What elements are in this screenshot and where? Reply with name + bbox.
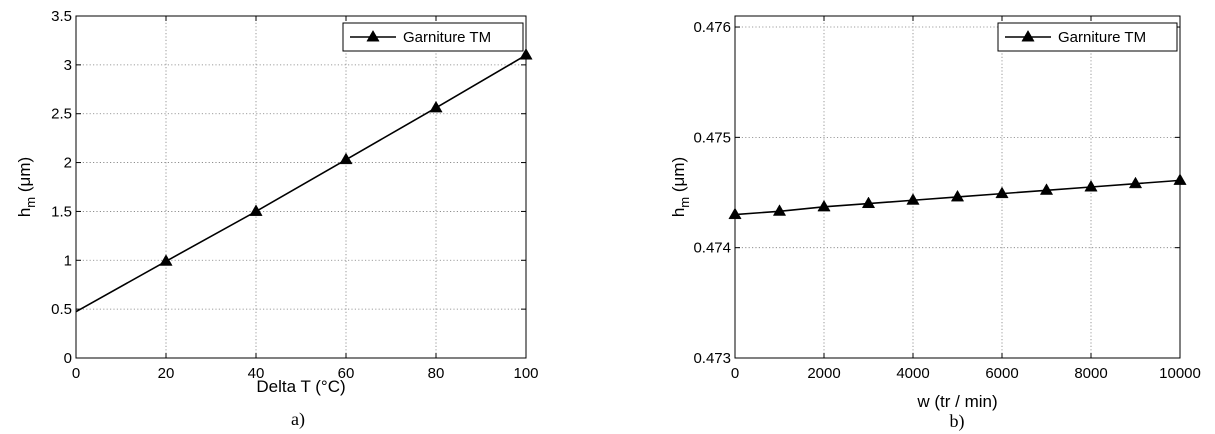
x-tick-label: 0 — [72, 365, 80, 382]
y-tick-label: 0.5 — [51, 301, 72, 318]
x-tick-label: 6000 — [985, 365, 1018, 382]
data-point-marker — [429, 100, 443, 113]
legend-box — [997, 22, 1178, 52]
y-axis-label-unit: (μm) — [669, 157, 688, 197]
data-point-marker — [1173, 173, 1187, 185]
y-axis-label-main: h — [15, 208, 34, 217]
data-point-marker — [249, 204, 263, 216]
x-tick-label: 2000 — [807, 365, 840, 382]
chart-b: 0 2000 4000 6000 8000 10000 0.473 0.474 0.475 0.4… — [669, 15, 1201, 432]
data-point-marker — [861, 196, 876, 209]
panel-label: b) — [950, 411, 965, 432]
data-point-marker — [159, 254, 173, 266]
plot-area — [76, 16, 526, 358]
x-tick-label: 40 — [248, 365, 265, 382]
legend-label: Garniture TM — [1058, 29, 1146, 46]
chart-a: 0 20 40 60 80 100 0 0.5 1 1.5 2 2.5 3 3.5 Delta T (°C)… — [15, 8, 539, 430]
plot-area — [735, 16, 1180, 358]
y-tick-label: 0.475 — [693, 129, 731, 146]
x-tick-label: 4000 — [896, 365, 929, 382]
y-tick-label: 3 — [64, 57, 72, 74]
data-point-marker — [1039, 183, 1054, 195]
plot-frame — [734, 15, 1181, 359]
x-tick-label: 0 — [731, 365, 739, 382]
y-axis-label-unit: (μm) — [15, 157, 34, 197]
legend-marker — [366, 29, 380, 42]
x-tick-label: 60 — [338, 365, 355, 382]
legend-marker — [1021, 29, 1035, 42]
data-point-marker — [1128, 176, 1143, 189]
y-tick-label: 2.5 — [51, 106, 72, 123]
y-axis-label: hm (μm) — [669, 157, 692, 217]
x-axis-label: Delta T (°C) — [256, 377, 345, 396]
y-tick-label: 0 — [64, 350, 72, 367]
y-tick-label: 3.5 — [51, 8, 72, 25]
plot-frame — [75, 15, 527, 359]
data-point-marker — [906, 193, 920, 205]
x-tick-label: 100 — [513, 365, 538, 382]
data-point-marker — [995, 186, 1009, 199]
y-tick-label: 0.476 — [693, 19, 731, 36]
data-point-marker — [339, 152, 353, 165]
data-point-marker — [519, 48, 533, 60]
panel-label: a) — [291, 409, 305, 430]
y-tick-label: 1 — [64, 252, 72, 269]
x-tick-label: 80 — [428, 365, 445, 382]
data-point-marker — [817, 199, 831, 212]
data-point-marker — [950, 189, 965, 202]
y-tick-label: 0.473 — [693, 350, 731, 367]
x-tick-label: 8000 — [1074, 365, 1107, 382]
data-point-marker — [1084, 179, 1098, 192]
y-axis-label-main: h — [669, 208, 688, 217]
x-tick-label: 10000 — [1159, 365, 1201, 382]
x-tick-label: 20 — [158, 365, 175, 382]
series-line — [75, 54, 527, 313]
y-tick-label: 2 — [64, 155, 72, 172]
legend-label: Garniture TM — [403, 29, 491, 46]
y-tick-label: 0.474 — [693, 240, 731, 257]
y-tick-label: 1.5 — [51, 203, 72, 220]
y-axis-label-subscript: m — [23, 197, 38, 208]
x-axis-label: w (tr / min) — [916, 392, 997, 411]
y-axis-label-subscript: m — [677, 197, 692, 208]
data-point-marker — [728, 207, 742, 220]
y-axis-label: hm (μm) — [15, 157, 38, 217]
data-point-marker — [772, 204, 787, 216]
